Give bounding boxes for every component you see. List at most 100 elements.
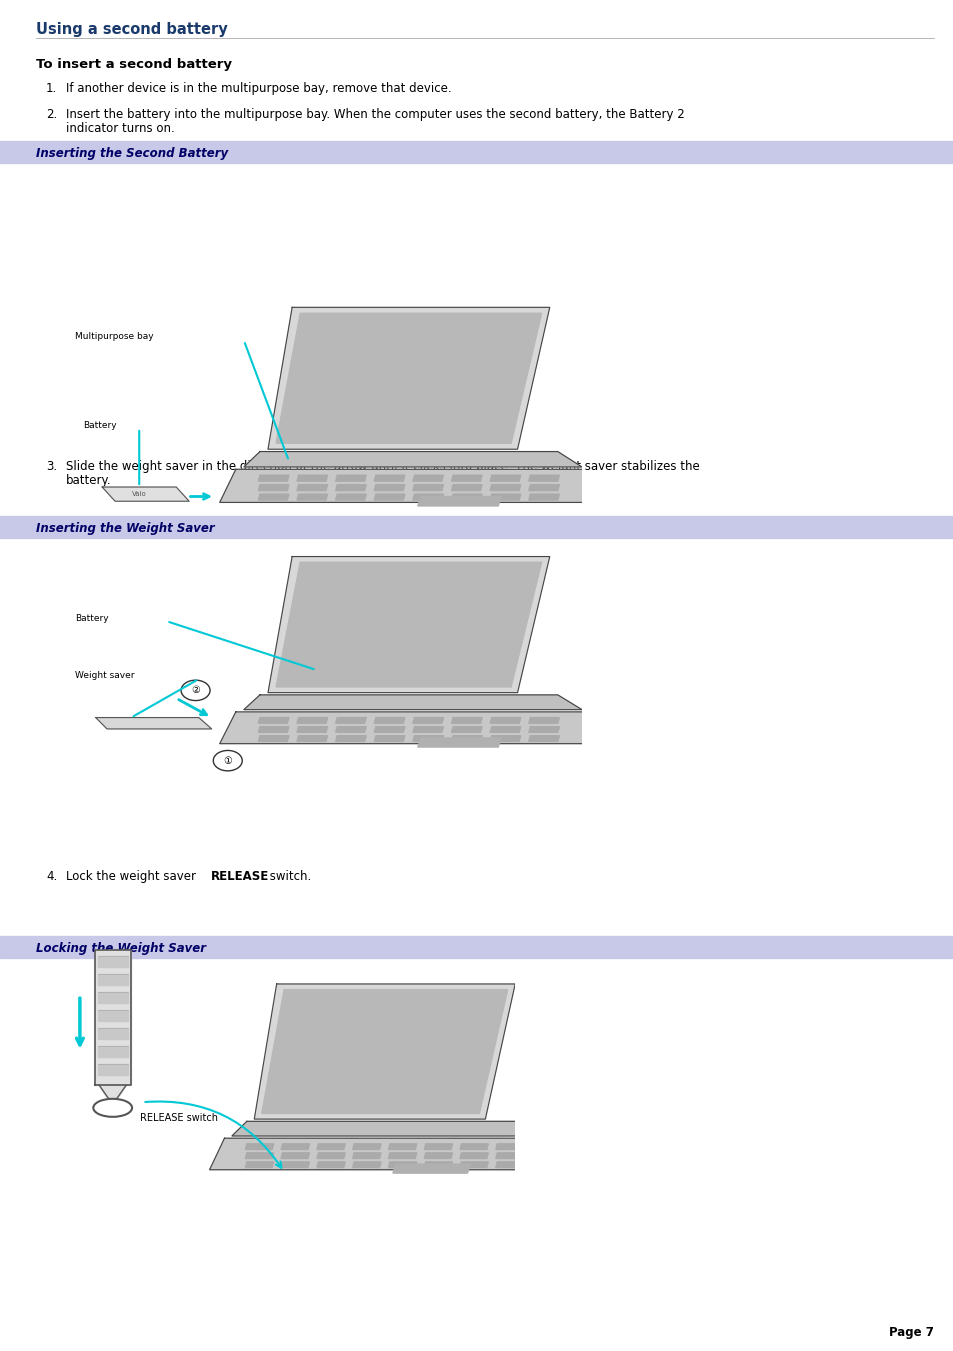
Text: Battery: Battery [83, 422, 116, 430]
Circle shape [213, 750, 242, 771]
Polygon shape [316, 1144, 345, 1150]
Polygon shape [528, 485, 558, 490]
Bar [0, 141, 953, 163]
Polygon shape [490, 476, 520, 481]
Polygon shape [275, 313, 541, 443]
Text: ①: ① [223, 755, 232, 766]
Text: Using a second battery: Using a second battery [36, 22, 228, 36]
Polygon shape [374, 736, 404, 742]
Polygon shape [258, 736, 289, 742]
Polygon shape [316, 1152, 345, 1158]
Polygon shape [219, 469, 614, 503]
Polygon shape [258, 485, 289, 490]
Text: 1.: 1. [46, 82, 57, 95]
Polygon shape [490, 485, 520, 490]
Polygon shape [451, 494, 481, 500]
Text: switch.: switch. [266, 870, 311, 884]
Text: Inserting the Weight Saver: Inserting the Weight Saver [36, 521, 214, 535]
Text: If another device is in the multipurpose bay, remove that device.: If another device is in the multipurpose… [66, 82, 451, 95]
Polygon shape [496, 1152, 523, 1158]
Text: 2.: 2. [46, 108, 57, 122]
Polygon shape [388, 1162, 416, 1167]
Text: 3.: 3. [46, 459, 57, 473]
Text: RELEASE switch: RELEASE switch [139, 1113, 217, 1124]
Polygon shape [244, 694, 581, 709]
Polygon shape [417, 496, 501, 505]
Polygon shape [374, 727, 404, 732]
Polygon shape [335, 717, 366, 723]
Polygon shape [258, 727, 289, 732]
Polygon shape [413, 717, 443, 723]
Text: Lock the weight saver: Lock the weight saver [66, 870, 199, 884]
Polygon shape [245, 1152, 274, 1158]
Polygon shape [335, 476, 366, 481]
Text: Slide the weight saver in the direction of the arrow until it clicks into place.: Slide the weight saver in the direction … [66, 459, 699, 473]
Polygon shape [245, 1162, 274, 1167]
Polygon shape [335, 494, 366, 500]
Polygon shape [413, 485, 443, 490]
Polygon shape [451, 476, 481, 481]
Polygon shape [219, 712, 614, 743]
Text: 4.: 4. [46, 870, 57, 884]
Polygon shape [98, 1046, 128, 1056]
Polygon shape [258, 717, 289, 723]
Polygon shape [95, 717, 212, 730]
Polygon shape [451, 717, 481, 723]
Polygon shape [98, 1011, 128, 1021]
Text: To insert a second battery: To insert a second battery [36, 58, 232, 72]
Polygon shape [335, 485, 366, 490]
Polygon shape [335, 736, 366, 742]
Circle shape [181, 680, 210, 701]
Text: battery.: battery. [66, 474, 112, 486]
Polygon shape [296, 494, 327, 500]
Polygon shape [210, 1138, 574, 1170]
Polygon shape [528, 476, 558, 481]
Polygon shape [451, 485, 481, 490]
Polygon shape [281, 1144, 309, 1150]
Polygon shape [496, 1162, 523, 1167]
Text: ②: ② [191, 685, 200, 696]
Polygon shape [528, 736, 558, 742]
Text: indicator turns on.: indicator turns on. [66, 122, 174, 135]
Polygon shape [98, 1028, 128, 1039]
Polygon shape [244, 451, 581, 467]
Polygon shape [281, 1152, 309, 1158]
Polygon shape [374, 476, 404, 481]
Polygon shape [98, 1065, 128, 1075]
Polygon shape [413, 494, 443, 500]
Polygon shape [268, 308, 549, 449]
Bar [0, 936, 953, 958]
Polygon shape [413, 736, 443, 742]
Text: Inserting the Second Battery: Inserting the Second Battery [36, 147, 228, 159]
Polygon shape [490, 727, 520, 732]
Polygon shape [374, 494, 404, 500]
Text: RELEASE: RELEASE [211, 870, 269, 884]
Text: Insert the battery into the multipurpose bay. When the computer uses the second : Insert the battery into the multipurpose… [66, 108, 684, 122]
Polygon shape [490, 494, 520, 500]
Polygon shape [281, 1162, 309, 1167]
Polygon shape [232, 1121, 544, 1136]
Polygon shape [388, 1144, 416, 1150]
Polygon shape [528, 727, 558, 732]
Polygon shape [451, 727, 481, 732]
Bar [0, 516, 953, 538]
Polygon shape [316, 1162, 345, 1167]
Polygon shape [459, 1144, 488, 1150]
Polygon shape [296, 736, 327, 742]
Polygon shape [424, 1162, 452, 1167]
Polygon shape [296, 717, 327, 723]
Polygon shape [296, 485, 327, 490]
Polygon shape [335, 727, 366, 732]
Polygon shape [413, 727, 443, 732]
Polygon shape [94, 950, 131, 1085]
Polygon shape [459, 1152, 488, 1158]
Polygon shape [245, 1144, 274, 1150]
Text: Locking the Weight Saver: Locking the Weight Saver [36, 942, 206, 955]
Polygon shape [296, 727, 327, 732]
Polygon shape [490, 717, 520, 723]
Polygon shape [275, 562, 541, 686]
Polygon shape [261, 989, 507, 1113]
Polygon shape [374, 717, 404, 723]
Polygon shape [393, 1165, 470, 1173]
Polygon shape [98, 957, 128, 967]
